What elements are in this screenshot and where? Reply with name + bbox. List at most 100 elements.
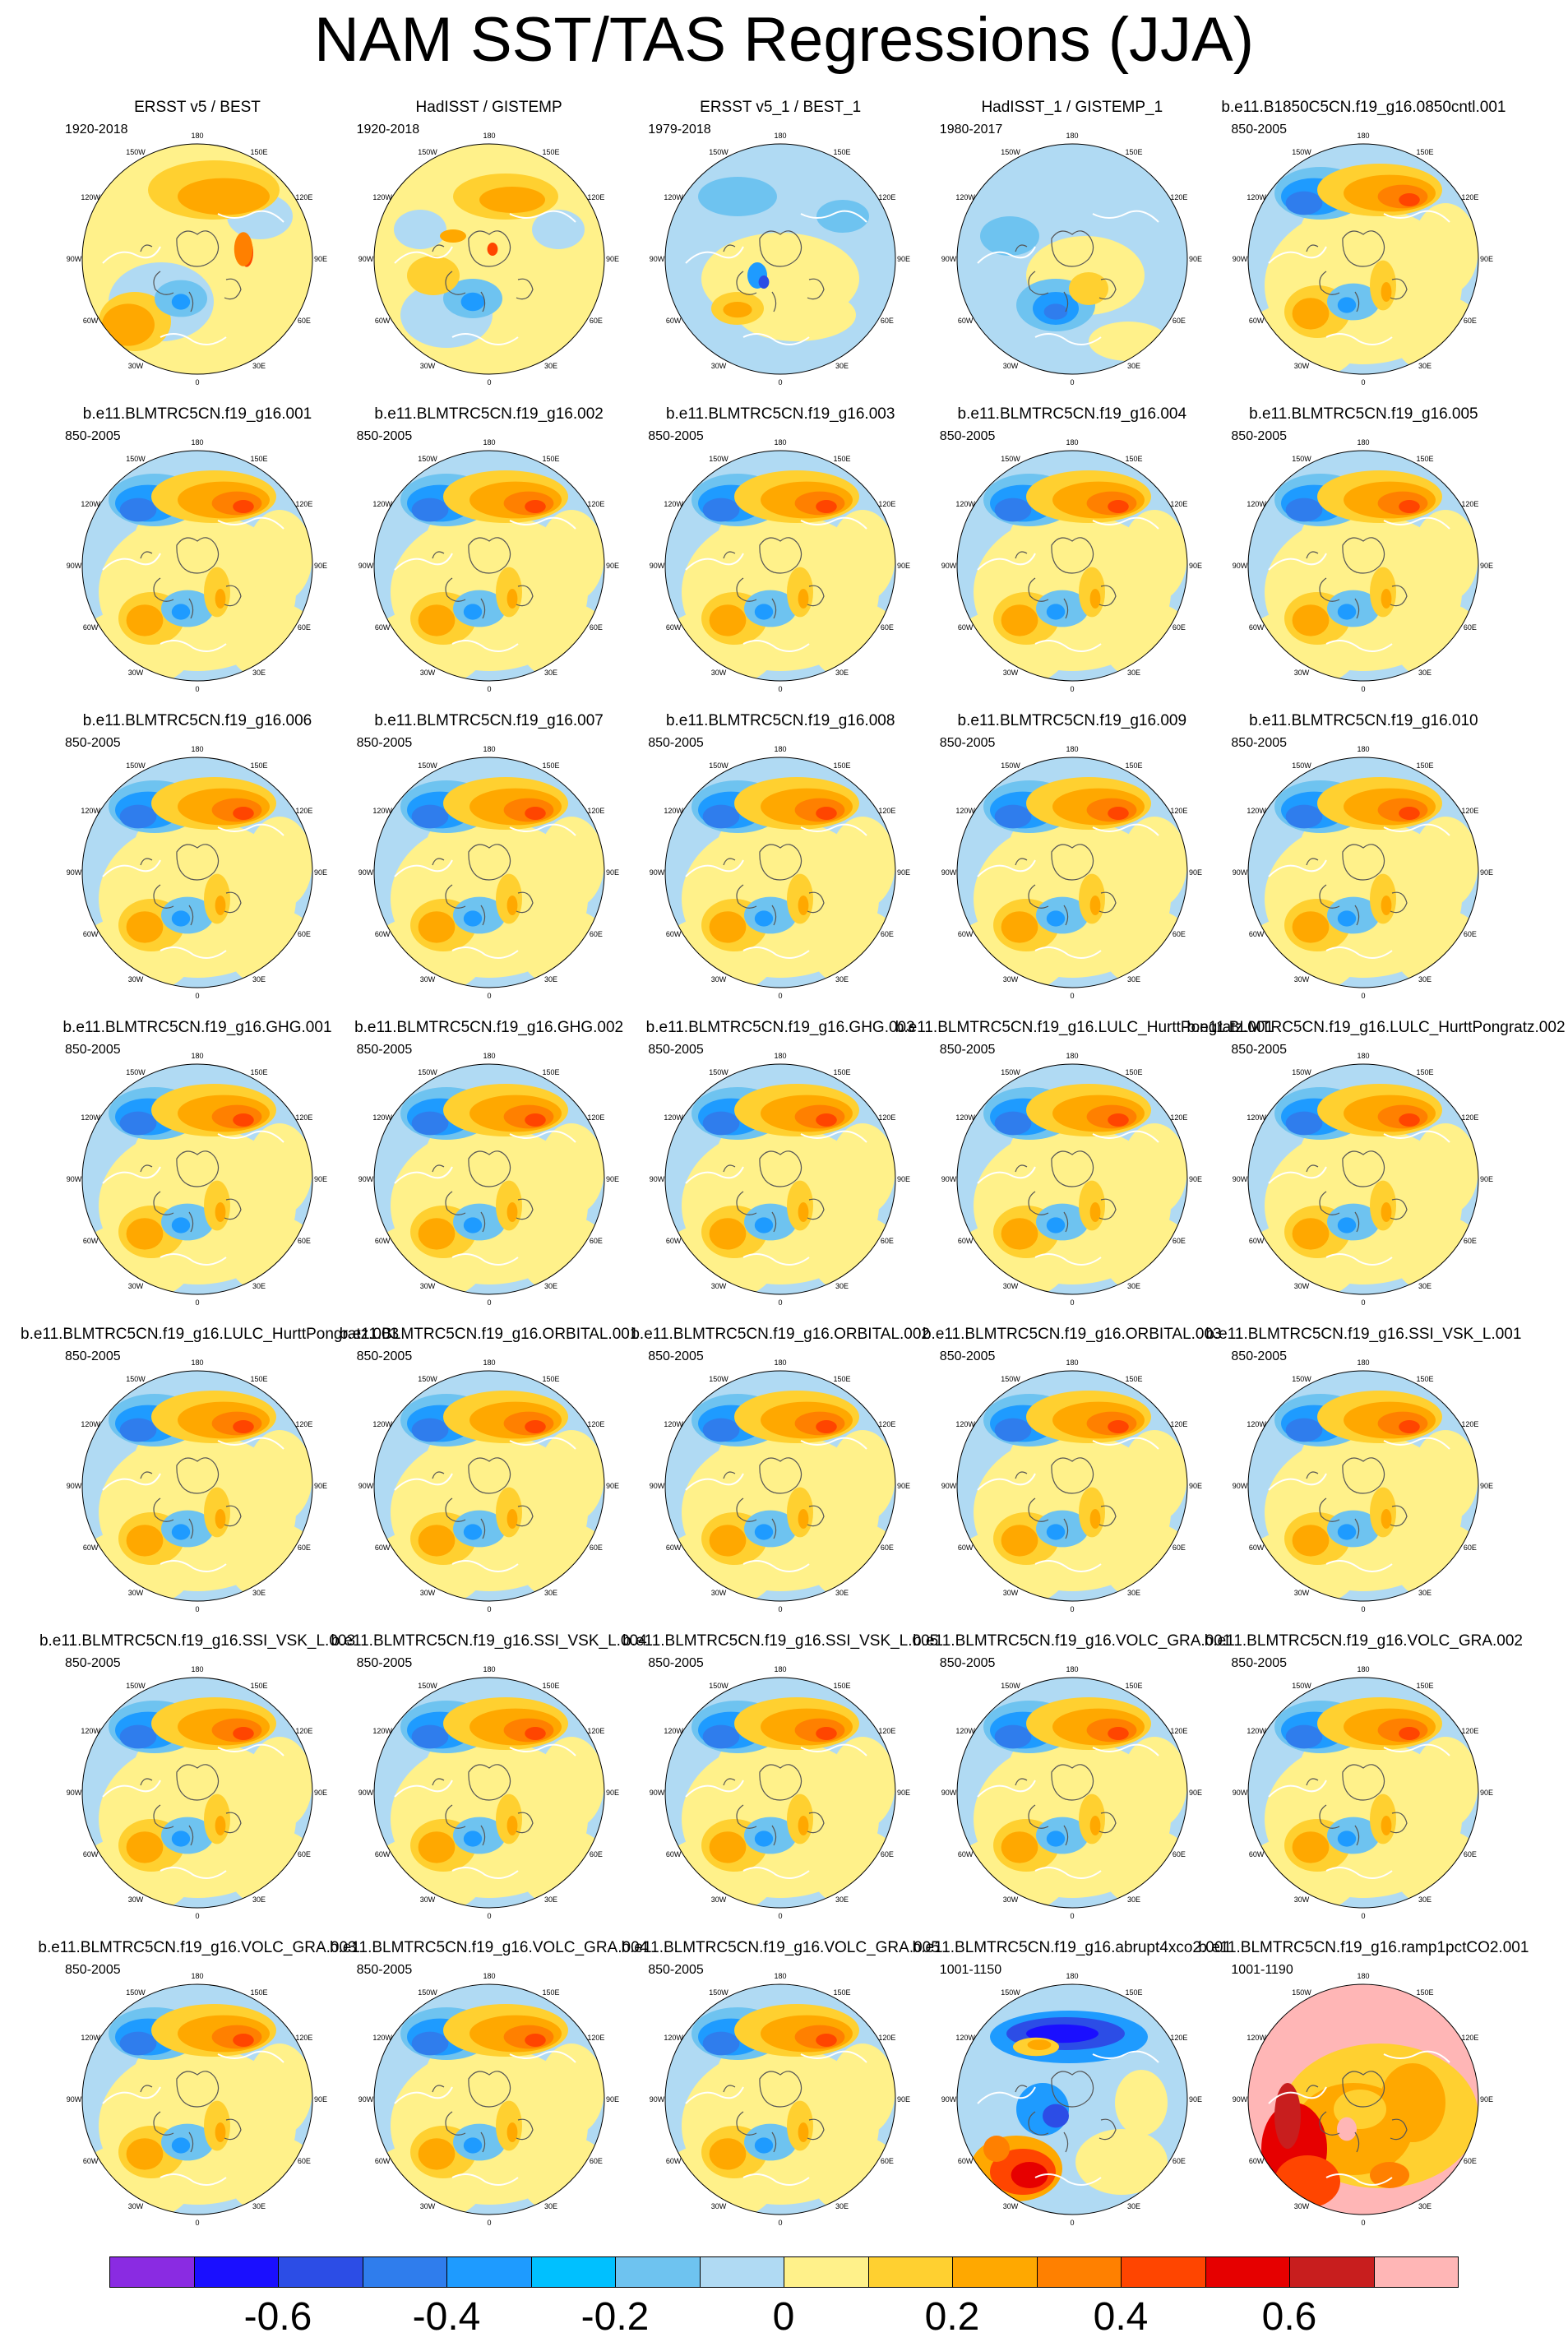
longitude-label: 180: [483, 1972, 495, 1980]
anomaly-contour: [1381, 896, 1392, 915]
longitude-label: 90W: [941, 562, 957, 570]
longitude-label: 120W: [664, 1113, 684, 1122]
longitude-label: 30E: [544, 1282, 557, 1290]
anomaly-contour: [538, 510, 604, 602]
anomaly-contour: [1381, 282, 1392, 302]
land-mask-edge: [102, 516, 284, 652]
longitude-label: 30E: [544, 1895, 557, 1904]
anomaly-contour: [810, 1522, 896, 1601]
anomaly-contour: [126, 604, 164, 636]
longitude-label: 60W: [666, 1544, 682, 1552]
longitude-label: 90E: [606, 2095, 619, 2104]
panel-title: b.e11.BLMTRC5CN.f19_g16.GHG.003: [645, 1019, 915, 1036]
anomaly-contour: [754, 1217, 774, 1233]
longitude-label: 90E: [314, 1482, 327, 1490]
longitude-label: 60E: [589, 623, 602, 632]
longitude-label: 150E: [542, 1375, 559, 1383]
anomaly-contour: [1046, 1831, 1065, 1847]
longitude-label: 30W: [419, 362, 435, 370]
panel-year-range: 850-2005: [65, 1349, 121, 1363]
anomaly-contour: [1413, 1737, 1479, 1829]
anomaly-contour: [411, 1111, 448, 1136]
anomaly-contour: [418, 604, 455, 636]
coastlines: [432, 1457, 534, 1539]
longitude-label: 150W: [709, 1068, 728, 1076]
longitude-label: 150W: [418, 455, 437, 463]
anomaly-contour: [1338, 1524, 1357, 1540]
map-border: [956, 1063, 1188, 1295]
longitude-label: 180: [191, 1665, 203, 1673]
longitude-label: 150W: [1001, 1068, 1020, 1076]
longitude-label: 0: [1362, 1912, 1366, 1920]
coastlines: [723, 844, 825, 926]
longitude-label: 60W: [1249, 317, 1265, 325]
panel-title: b.e11.BLMTRC5CN.f19_g16.ramp1pctCO2.001: [1198, 1939, 1529, 1956]
longitude-label: 120E: [295, 1420, 312, 1428]
longitude-label: 180: [1358, 1665, 1370, 1673]
land-mask-edge: [102, 2050, 284, 2186]
longitude-label: 150E: [1417, 148, 1434, 156]
anomaly-contour: [247, 1737, 312, 1829]
panel-year-range: 850-2005: [1231, 1656, 1288, 1670]
longitude-label: 90E: [897, 2095, 910, 2104]
anomaly-contour: [227, 909, 312, 988]
longitude-label: 120E: [879, 1727, 896, 1735]
longitude-label: 150W: [709, 455, 728, 463]
panel-title: b.e11.BLMTRC5CN.f19_g16.008: [665, 712, 895, 729]
longitude-label: 120W: [81, 1113, 100, 1122]
coastlines: [432, 1150, 534, 1233]
polar-map: 180 150E 120E 90E 60E 30E 0 30W 60W 90W 120W 150W: [1233, 1052, 1493, 1307]
longitude-label: 30W: [1294, 2202, 1310, 2210]
longitude-label: 60W: [666, 930, 682, 938]
longitude-label: 120W: [955, 807, 975, 815]
longitude-label: 30W: [1294, 1589, 1310, 1597]
polar-map: 180 150E 120E 90E 60E 30E 0 30W 60W 90W 120W 150W: [67, 1665, 327, 1920]
longitude-label: 150E: [834, 1988, 851, 1997]
longitude-label: 120W: [955, 1113, 975, 1122]
anomaly-contour: [1285, 1724, 1323, 1749]
longitude-label: 60E: [589, 1237, 602, 1245]
panel-year-range: 1001-1190: [1231, 1963, 1293, 1977]
longitude-label: 0: [195, 1912, 199, 1920]
longitude-label: 120E: [1170, 1113, 1187, 1122]
panel-title: b.e11.BLMTRC5CN.f19_g16.VOLC_GRA.004: [329, 1939, 649, 1956]
longitude-label: 180: [1358, 1052, 1370, 1060]
longitude-label: 120E: [1170, 1420, 1187, 1428]
longitude-label: 150W: [126, 148, 146, 156]
colorbar-tick-label: 0.6: [1261, 2295, 1317, 2339]
longitude-label: 180: [775, 1665, 787, 1673]
anomaly-contour: [463, 1524, 482, 1540]
longitude-label: 30E: [1127, 669, 1140, 677]
anomaly-contour: [810, 1215, 896, 1294]
anomaly-contour: [119, 1418, 157, 1442]
longitude-label: 30W: [1294, 669, 1310, 677]
longitude-label: 120W: [955, 500, 975, 508]
longitude-label: 60W: [374, 2157, 390, 2165]
longitude-label: 150E: [1417, 761, 1434, 770]
anomaly-contour: [1001, 1218, 1038, 1250]
anomaly-contour: [411, 2031, 448, 2056]
panel-year-range: 1980-2017: [939, 123, 1003, 137]
longitude-label: 60E: [1464, 1850, 1477, 1858]
longitude-label: 60E: [1173, 1237, 1186, 1245]
longitude-label: 30W: [711, 975, 727, 984]
anomaly-contour: [418, 1218, 455, 1250]
map-border: [373, 757, 605, 988]
longitude-label: 30E: [1418, 1589, 1432, 1597]
longitude-label: 90E: [314, 562, 327, 570]
longitude-label: 60W: [958, 1544, 974, 1552]
panel-year-range: 850-2005: [939, 1043, 996, 1057]
map-panel: b.e11.BLMTRC5CN.f19_g16.LULC_HurttPongra…: [895, 1019, 1274, 1323]
longitude-label: 90W: [358, 1482, 373, 1490]
longitude-label: 120E: [587, 500, 604, 508]
anomaly-contour: [709, 1525, 747, 1557]
longitude-label: 30E: [1418, 2202, 1432, 2210]
colorbar-tick-label: 0: [772, 2295, 795, 2339]
anomaly-contour: [1001, 604, 1038, 636]
map-border: [664, 450, 896, 682]
polar-map: 180 150E 120E 90E 60E 30E 0 30W 60W 90W 120W 150W: [941, 1052, 1202, 1307]
longitude-label: 90E: [1480, 255, 1493, 263]
anomaly-contour: [411, 1724, 448, 1749]
panel-title: b.e11.BLMTRC5CN.f19_g16.003: [665, 405, 895, 423]
anomaly-contour: [709, 1218, 747, 1250]
